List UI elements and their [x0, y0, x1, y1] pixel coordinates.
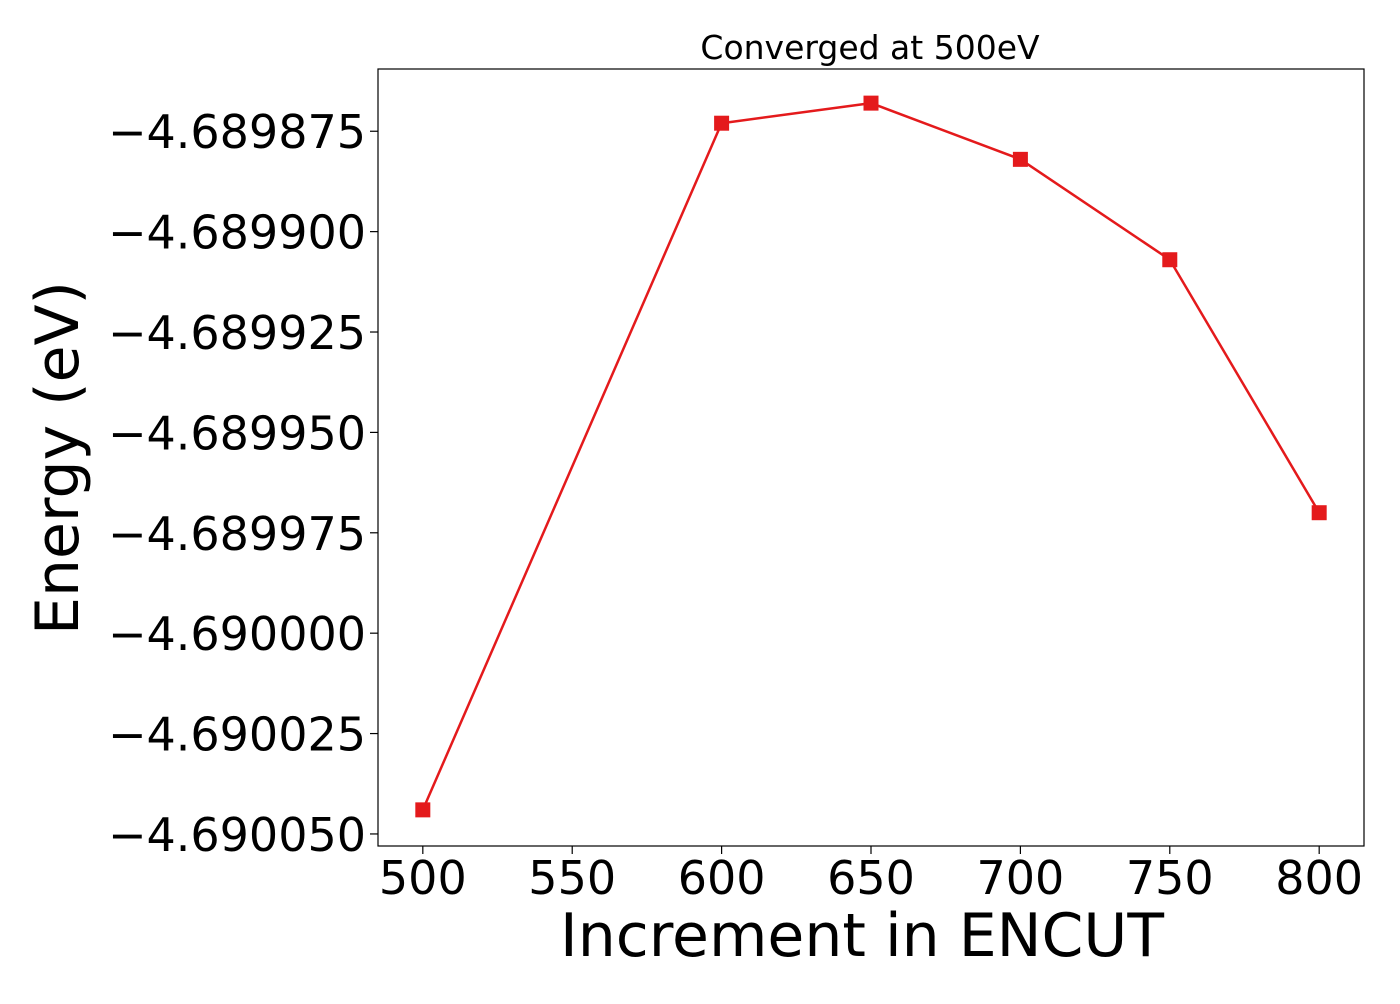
y-tick-label: −4.689975 — [108, 507, 366, 561]
y-axis-label: Energy (eV) — [23, 281, 93, 635]
data-point-marker — [1162, 252, 1178, 268]
x-axis-label: Increment in ENCUT — [560, 901, 1164, 971]
x-tick-label: 800 — [1275, 851, 1363, 905]
data-point-marker — [415, 802, 431, 818]
x-tick-label: 600 — [678, 851, 766, 905]
series-line — [421, 101, 1321, 811]
x-tick-label: 750 — [1126, 851, 1214, 905]
y-tick-label: −4.689900 — [108, 206, 366, 260]
chart-title: Converged at 500eV — [700, 28, 1040, 67]
data-point-marker — [1012, 151, 1028, 167]
y-tick-label: −4.690050 — [108, 808, 366, 862]
series-layer — [421, 101, 1321, 811]
y-tick-label: −4.689875 — [108, 105, 366, 159]
x-tick-label: 700 — [976, 851, 1064, 905]
y-tick-label: −4.689925 — [108, 306, 366, 360]
data-point-marker — [863, 95, 879, 111]
y-tick-label: −4.690000 — [108, 607, 366, 661]
y-tick-label: −4.690025 — [108, 708, 366, 762]
x-tick-label: 550 — [528, 851, 616, 905]
plot-frame — [377, 68, 1365, 847]
data-point-marker — [1311, 505, 1327, 521]
x-tick-label: 650 — [827, 851, 915, 905]
marker-layer — [415, 95, 1327, 818]
x-tick-label: 500 — [379, 851, 467, 905]
y-tick-label: −4.689950 — [108, 406, 366, 460]
data-point-marker — [714, 115, 730, 131]
axes-layer: 500 550 600 650 700 750 800 −4.690050 −4.690025 −… — [108, 68, 1365, 905]
